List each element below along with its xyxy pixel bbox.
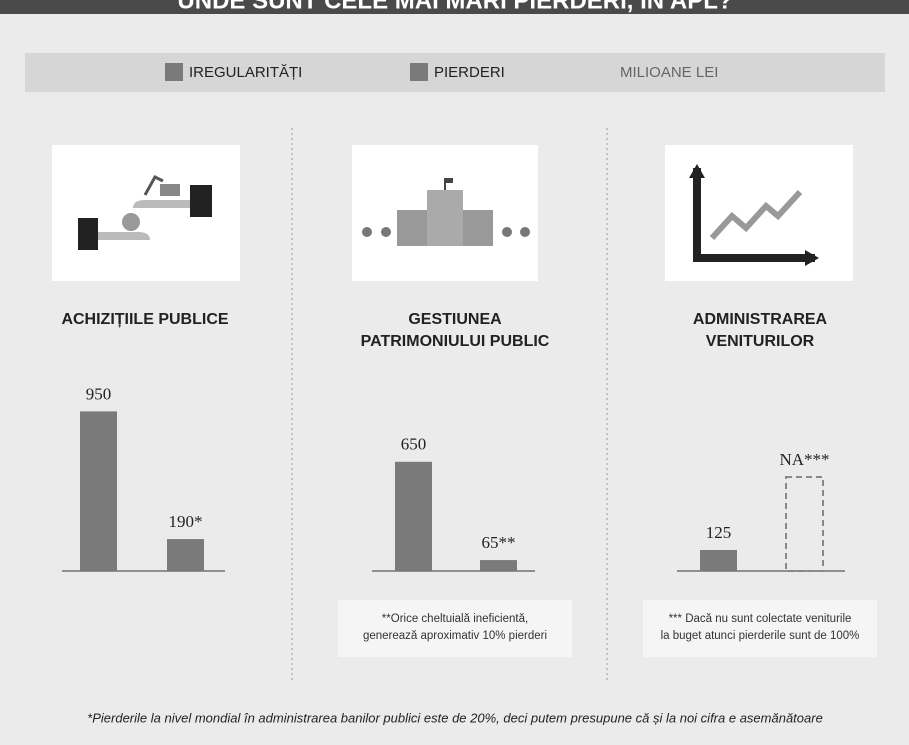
value-label: NA*** [779,450,829,469]
missing-bar [785,476,824,572]
legend-swatch [165,63,183,81]
chart-title: ACHIZIȚIILE PUBLICE [61,311,228,328]
note-box [338,600,572,657]
note: **Orice cheltuială ineficientă, [382,613,528,625]
value-label: 125 [706,523,732,542]
note: generează aproximativ 10% pierderi [363,630,547,642]
bar [480,560,517,571]
title: UNDE SUNT CELE MAI MARI PIERDERI, ÎN APL… [177,0,732,14]
chart-title: GESTIUNEA [408,311,502,328]
icon-procurement [52,145,240,281]
bar [700,550,737,571]
legend-swatch [410,63,428,81]
legend-label: PIERDERI [434,64,505,81]
chart-title: PATRIMONIULUI PUBLIC [361,333,550,350]
value-label: 650 [401,435,427,454]
value-label: 65** [482,533,516,552]
legend-label: IREGULARITĂȚI [189,64,302,81]
chart-title: ADMINISTRAREA [693,311,828,328]
bar [167,539,204,571]
footnote: *Pierderile la nivel mondial în administ… [87,710,823,725]
icon-growth [665,145,853,281]
note: la buget atunci pierderile sunt de 100% [661,630,860,642]
bar [395,461,432,571]
note-box [643,600,877,657]
chart-title: VENITURILOR [706,333,815,350]
bar [80,411,117,571]
legend-unit: MILIOANE LEI [620,64,718,81]
note: *** Dacă nu sunt colectate veniturile [669,613,852,625]
value-label: 950 [86,384,112,403]
icon-building [352,145,538,281]
value-label: 190* [169,512,203,531]
title-band [0,0,909,14]
